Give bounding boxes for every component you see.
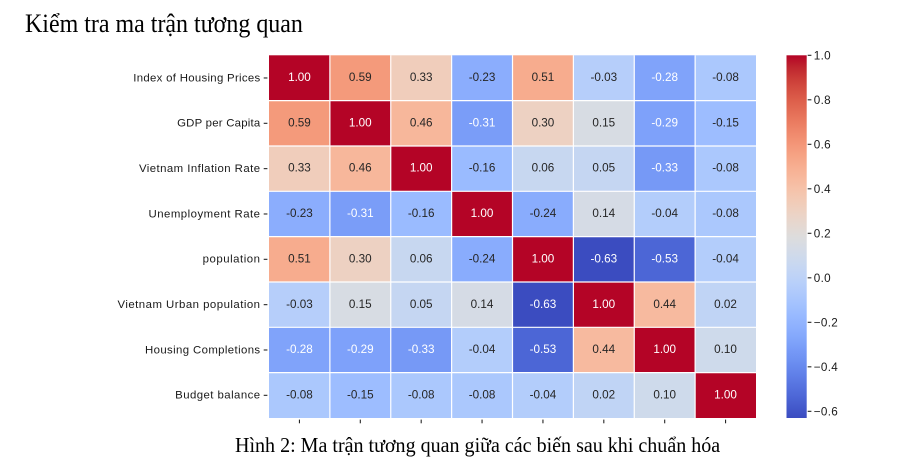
svg-text:-0.63: -0.63 [530,298,557,311]
svg-text:0.05: 0.05 [592,162,615,175]
svg-text:0.59: 0.59 [349,71,372,84]
svg-text:-0.53: -0.53 [651,252,678,265]
svg-text:0.05: 0.05 [410,298,433,311]
svg-text:0.51: 0.51 [532,71,555,84]
svg-text:-0.53: -0.53 [530,343,557,356]
svg-text:0.44: 0.44 [653,298,676,311]
svg-text:1.00: 1.00 [349,116,372,129]
svg-text:1.00: 1.00 [288,71,311,84]
svg-text:0.30: 0.30 [532,116,555,129]
svg-text:-0.33: -0.33 [651,162,678,175]
svg-text:0.30: 0.30 [349,252,372,265]
svg-text:-0.03: -0.03 [286,298,313,311]
svg-text:Vietnam Urban population: Vietnam Urban population [117,299,260,311]
svg-text:0.02: 0.02 [592,388,615,401]
svg-text:0.46: 0.46 [410,116,433,129]
svg-text:−0.2: −0.2 [814,317,838,330]
svg-text:-0.08: -0.08 [286,388,313,401]
svg-text:-0.23: -0.23 [469,71,496,84]
svg-text:0.6: 0.6 [814,139,831,152]
svg-text:0.59: 0.59 [288,116,311,129]
svg-text:-0.31: -0.31 [469,116,496,129]
svg-text:1.00: 1.00 [410,162,433,175]
svg-text:-0.16: -0.16 [469,162,496,175]
svg-text:1.00: 1.00 [714,388,737,401]
svg-text:Budget balance: Budget balance [175,390,260,402]
svg-text:population: population [203,254,261,266]
svg-text:0.44: 0.44 [592,343,615,356]
svg-text:0.14: 0.14 [592,207,615,220]
svg-text:−0.6: −0.6 [814,406,838,419]
svg-text:0.2: 0.2 [814,228,831,241]
svg-text:0.15: 0.15 [592,116,615,129]
svg-text:Index of Housing Prices: Index of Housing Prices [133,72,260,84]
svg-text:0.33: 0.33 [410,71,433,84]
svg-text:1.00: 1.00 [532,252,555,265]
svg-text:-0.63: -0.63 [590,252,617,265]
svg-text:0.02: 0.02 [714,298,737,311]
svg-text:-0.33: -0.33 [408,343,435,356]
svg-text:-0.08: -0.08 [469,388,496,401]
svg-text:-0.16: -0.16 [408,207,435,220]
svg-text:-0.29: -0.29 [651,116,678,129]
svg-text:-0.15: -0.15 [712,116,739,129]
svg-text:-0.28: -0.28 [286,343,313,356]
svg-text:-0.08: -0.08 [408,388,435,401]
svg-text:-0.04: -0.04 [530,388,557,401]
svg-text:-0.08: -0.08 [712,207,739,220]
svg-text:0.10: 0.10 [714,343,737,356]
svg-text:-0.08: -0.08 [712,71,739,84]
svg-text:0.10: 0.10 [653,388,676,401]
svg-text:0.4: 0.4 [814,183,831,196]
svg-text:-0.24: -0.24 [530,207,557,220]
svg-text:0.33: 0.33 [288,162,311,175]
svg-text:0.46: 0.46 [349,162,372,175]
svg-text:-0.08: -0.08 [712,162,739,175]
svg-text:0.0: 0.0 [814,272,831,285]
svg-text:1.00: 1.00 [471,207,494,220]
svg-text:0.15: 0.15 [349,298,372,311]
svg-text:-0.04: -0.04 [712,252,739,265]
svg-text:0.06: 0.06 [532,162,555,175]
svg-text:-0.23: -0.23 [286,207,313,220]
svg-text:-0.24: -0.24 [469,252,496,265]
svg-text:0.06: 0.06 [410,252,433,265]
svg-text:GDP per Capita: GDP per Capita [177,118,261,130]
svg-text:-0.29: -0.29 [347,343,374,356]
svg-text:-0.28: -0.28 [651,71,678,84]
svg-text:0.8: 0.8 [814,94,831,107]
svg-text:-0.15: -0.15 [347,388,374,401]
svg-text:1.0: 1.0 [814,50,831,63]
svg-text:1.00: 1.00 [592,298,615,311]
svg-text:-0.03: -0.03 [590,71,617,84]
svg-text:0.51: 0.51 [288,252,311,265]
svg-text:−0.4: −0.4 [814,361,838,374]
svg-text:1.00: 1.00 [653,343,676,356]
svg-text:Vietnam Inflation Rate: Vietnam Inflation Rate [139,163,261,175]
svg-text:Unemployment Rate: Unemployment Rate [149,208,261,220]
svg-text:-0.04: -0.04 [651,207,678,220]
svg-text:-0.31: -0.31 [347,207,374,220]
svg-text:0.14: 0.14 [471,298,494,311]
svg-text:-0.04: -0.04 [469,343,496,356]
svg-text:Housing Completions: Housing Completions [145,344,261,356]
